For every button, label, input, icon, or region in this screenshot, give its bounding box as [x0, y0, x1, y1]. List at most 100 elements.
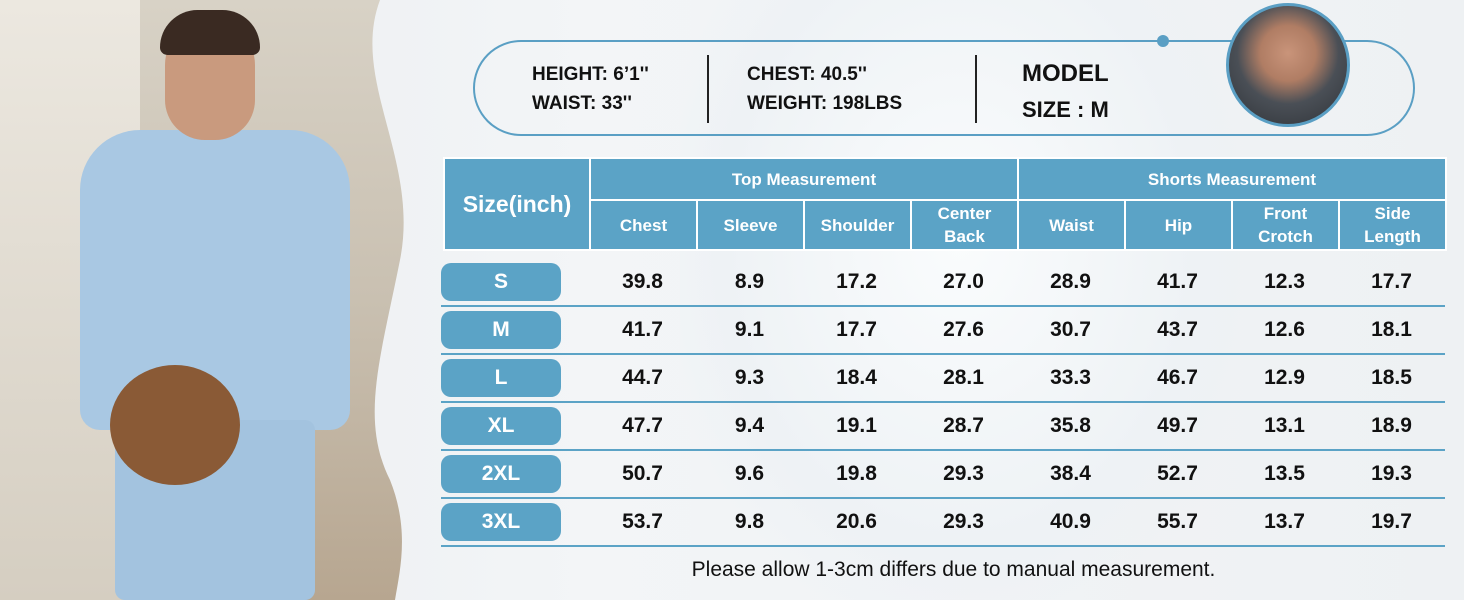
table-cell: 19.3: [1371, 462, 1412, 485]
divider: [975, 55, 977, 123]
table-cell: 17.2: [836, 270, 877, 293]
table-row: XL 47.7 9.4 19.1 28.7 35.8 49.7 13.1 18.9: [441, 403, 1445, 451]
table-cell: 52.7: [1157, 462, 1198, 485]
column-header-text: Length: [1364, 227, 1421, 246]
table-cell: 13.7: [1264, 510, 1305, 533]
size-pill: 3XL: [441, 503, 561, 541]
model-portrait: [1226, 3, 1350, 127]
table-cell: 50.7: [622, 462, 663, 485]
model-chest: CHEST: 40.5'': [747, 64, 867, 85]
table-cell: 12.3: [1264, 270, 1305, 293]
table-cell: 18.4: [836, 366, 877, 389]
table-cell: 18.9: [1371, 414, 1412, 437]
table-row: M 41.7 9.1 17.7 27.6 30.7 43.7 12.6 18.1: [441, 307, 1445, 355]
model-waist: WAIST: 33'': [532, 93, 632, 114]
column-header: Sleeve: [696, 199, 805, 251]
table-cell: 43.7: [1157, 318, 1198, 341]
table-cell: 30.7: [1050, 318, 1091, 341]
column-header-text: Shoulder: [820, 215, 895, 235]
table-cell: 41.7: [622, 318, 663, 341]
decorative-dot: [1157, 35, 1169, 47]
column-header-text: Sleeve: [723, 215, 778, 235]
table-cell: 39.8: [622, 270, 663, 293]
model-size: MODEL SIZE : M: [1022, 56, 1109, 128]
measurement-note-wrap: Please allow 1-3cm differs due to manual…: [0, 558, 1464, 582]
table-cell: 35.8: [1050, 414, 1091, 437]
model-info-panel: [473, 40, 1415, 136]
size-table-header: Size(inch) Top Measurement Shorts Measur…: [443, 157, 1447, 251]
top-measurement-header: Top Measurement: [589, 157, 1019, 201]
table-cell: 18.5: [1371, 366, 1412, 389]
column-header-text: Waist: [1049, 215, 1094, 235]
table-cell: 46.7: [1157, 366, 1198, 389]
column-header-text: Center: [937, 204, 992, 223]
size-pill: 2XL: [441, 455, 561, 493]
background-shirt: [680, 0, 1240, 600]
column-header-text: Back: [944, 227, 985, 246]
table-cell: 28.1: [943, 366, 984, 389]
size-pill: S: [441, 263, 561, 301]
column-header: Hip: [1124, 199, 1233, 251]
table-cell: 29.3: [943, 510, 984, 533]
table-cell: 49.7: [1157, 414, 1198, 437]
table-cell: 12.6: [1264, 318, 1305, 341]
table-cell: 28.7: [943, 414, 984, 437]
model-height: HEIGHT: 6’1'': [532, 64, 649, 85]
table-cell: 28.9: [1050, 270, 1091, 293]
column-header: Front Crotch: [1231, 199, 1340, 251]
divider: [707, 55, 709, 123]
column-header: Chest: [589, 199, 698, 251]
model-label: MODEL: [1022, 60, 1109, 87]
size-pill: M: [441, 311, 561, 349]
model-hair: [160, 10, 260, 55]
table-cell: 53.7: [622, 510, 663, 533]
table-cell: 8.9: [734, 270, 765, 293]
column-header: Waist: [1017, 199, 1126, 251]
table-cell: 12.9: [1264, 366, 1305, 389]
table-cell: 41.7: [1157, 270, 1198, 293]
table-cell: 19.1: [836, 414, 877, 437]
table-cell: 27.6: [943, 318, 984, 341]
table-cell: 19.8: [836, 462, 877, 485]
table-cell: 13.5: [1264, 462, 1305, 485]
measurement-note: Please allow 1-3cm differs due to manual…: [691, 558, 1216, 581]
table-cell: 55.7: [1157, 510, 1198, 533]
table-cell: 9.3: [734, 366, 765, 389]
table-cell: 9.8: [734, 510, 765, 533]
table-row: S 39.8 8.9 17.2 27.0 28.9 41.7 12.3 17.7: [441, 259, 1445, 307]
table-cell: 9.4: [734, 414, 765, 437]
hat: [110, 365, 240, 485]
table-cell: 29.3: [943, 462, 984, 485]
column-header-text: Side: [1374, 204, 1411, 223]
column-header-text: Hip: [1164, 215, 1193, 235]
column-header: Side Length: [1338, 199, 1447, 251]
table-cell: 33.3: [1050, 366, 1091, 389]
model-weight: WEIGHT: 198LBS: [747, 93, 903, 114]
table-cell: 20.6: [836, 510, 877, 533]
table-cell: 17.7: [836, 318, 877, 341]
size-pill: XL: [441, 407, 561, 445]
column-header: Center Back: [910, 199, 1019, 251]
model-stats-2: CHEST: 40.5'' WEIGHT: 198LBS: [747, 60, 902, 118]
table-cell: 9.1: [734, 318, 765, 341]
shorts-measurement-header: Shorts Measurement: [1017, 157, 1447, 201]
column-header-text: Chest: [619, 215, 668, 235]
table-cell: 9.6: [734, 462, 765, 485]
size-table-body: S 39.8 8.9 17.2 27.0 28.9 41.7 12.3 17.7 M 41.7 9.1…: [441, 259, 1445, 547]
table-cell: 18.1: [1371, 318, 1412, 341]
model-stats-1: HEIGHT: 6’1'' WAIST: 33'': [532, 60, 649, 118]
table-row: 2XL 50.7 9.6 19.8 29.3 38.4 52.7 13.5 19.3: [441, 451, 1445, 499]
table-row: 3XL 53.7 9.8 20.6 29.3 40.9 55.7 13.7 19.7: [441, 499, 1445, 547]
model-size-label: SIZE : M: [1022, 97, 1109, 122]
table-cell: 17.7: [1371, 270, 1412, 293]
table-row: L 44.7 9.3 18.4 28.1 33.3 46.7 12.9 18.5: [441, 355, 1445, 403]
table-cell: 47.7: [622, 414, 663, 437]
table-cell: 44.7: [622, 366, 663, 389]
size-header: Size(inch): [443, 157, 591, 251]
column-header-text: Crotch: [1258, 227, 1313, 246]
table-cell: 38.4: [1050, 462, 1091, 485]
table-cell: 40.9: [1050, 510, 1091, 533]
table-cell: 13.1: [1264, 414, 1305, 437]
model-photo: [0, 0, 420, 600]
table-cell: 19.7: [1371, 510, 1412, 533]
